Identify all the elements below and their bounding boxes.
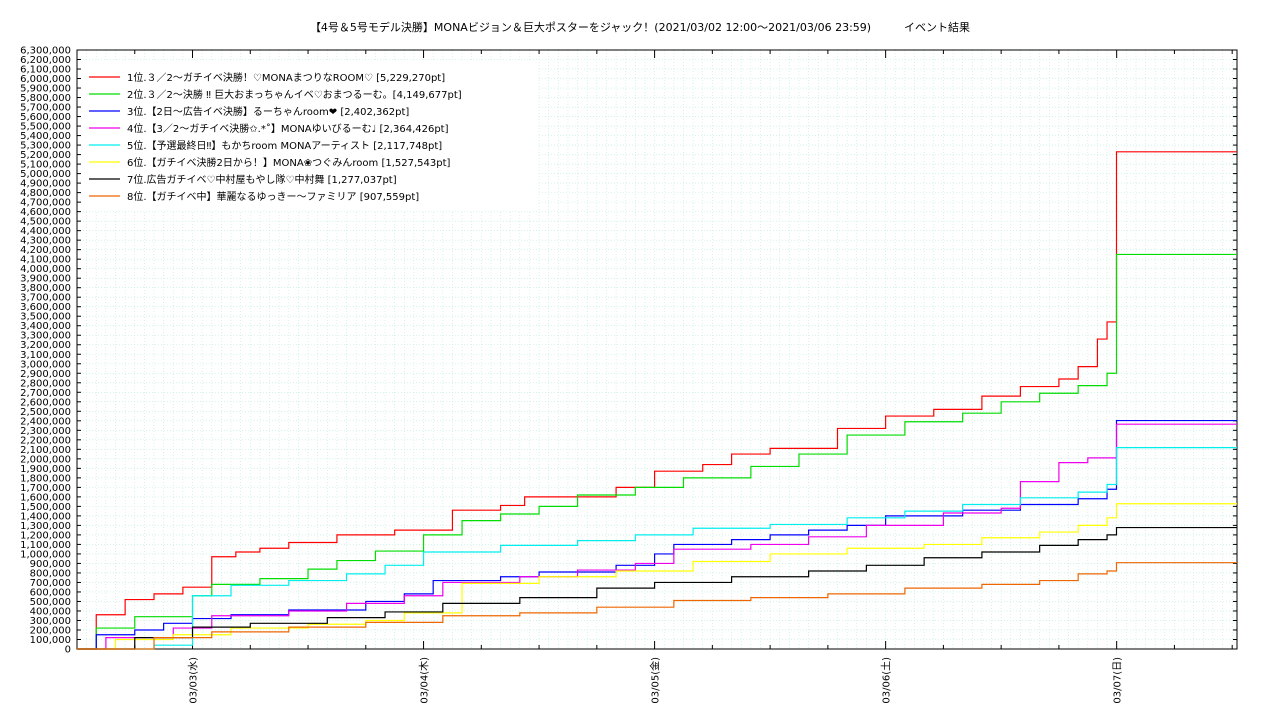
y-tick-label: 3,600,000 xyxy=(20,302,71,313)
series-line-2 xyxy=(77,253,1237,650)
y-tick-label: 4,100,000 xyxy=(20,255,71,266)
y-tick-label: 5,300,000 xyxy=(20,141,71,152)
y-tick-label: 300,000 xyxy=(30,616,71,627)
y-tick-label: 5,500,000 xyxy=(20,122,71,133)
y-tick-label: 2,500,000 xyxy=(20,407,71,418)
y-tick-label: 6,000,000 xyxy=(20,74,71,85)
y-tick-label: 5,700,000 xyxy=(20,103,71,114)
series-line-4 xyxy=(77,423,1237,650)
y-tick-label: 2,700,000 xyxy=(20,388,71,399)
y-tick-label: 2,800,000 xyxy=(20,378,71,389)
y-tick-label: 4,500,000 xyxy=(20,217,71,228)
y-tick-label: 800,000 xyxy=(30,568,71,579)
y-tick-label: 200,000 xyxy=(30,625,71,636)
y-tick-label: 6,100,000 xyxy=(20,65,71,76)
y-tick-label: 1,800,000 xyxy=(20,473,71,484)
x-tick-label: 03/06(土) xyxy=(880,657,893,704)
y-tick-label: 2,100,000 xyxy=(20,445,71,456)
y-tick-label: 4,600,000 xyxy=(20,207,71,218)
y-tick-label: 4,300,000 xyxy=(20,236,71,247)
y-tick-label: 6,200,000 xyxy=(20,55,71,66)
y-tick-label: 1,000,000 xyxy=(20,549,71,560)
y-tick-label: 2,200,000 xyxy=(20,435,71,446)
y-tick-label: 5,200,000 xyxy=(20,150,71,161)
series-line-1 xyxy=(77,151,1237,650)
legend-box xyxy=(82,60,537,210)
y-tick-label: 4,800,000 xyxy=(20,188,71,199)
y-tick-label: 3,800,000 xyxy=(20,283,71,294)
y-tick-label: 900,000 xyxy=(30,559,71,570)
y-tick-label: 1,400,000 xyxy=(20,511,71,522)
y-tick-label: 5,400,000 xyxy=(20,131,71,142)
y-tick-label: 500,000 xyxy=(30,597,71,608)
series-line-7 xyxy=(77,526,1237,650)
y-tick-label: 5,800,000 xyxy=(20,93,71,104)
y-tick-label: 400,000 xyxy=(30,606,71,617)
series-line-6 xyxy=(77,503,1237,650)
legend-label-1: 1位.３／2〜ガチイベ決勝！♡MONAまつりなROOM♡ [5,229,270p… xyxy=(127,71,445,84)
legend-label-7: 7位.広告ガチイベ♡中村屋もやし隊♡中村舞 [1,277,037pt] xyxy=(127,173,397,186)
y-tick-label: 4,700,000 xyxy=(20,198,71,209)
y-tick-label: 2,300,000 xyxy=(20,426,71,437)
y-tick-label: 1,700,000 xyxy=(20,483,71,494)
y-tick-label: 4,200,000 xyxy=(20,245,71,256)
y-tick-label: 2,600,000 xyxy=(20,397,71,408)
x-tick-label: 03/03(水) xyxy=(188,657,200,704)
legend-label-3: 3位.【2日〜広告イベ決勝】るーちゃんroom❤︎ [2,402,362pt] xyxy=(127,105,409,118)
y-tick-label: 3,500,000 xyxy=(20,312,71,323)
y-tick-label: 1,100,000 xyxy=(20,540,71,551)
y-tick-label: 3,700,000 xyxy=(20,293,71,304)
legend-label-5: 5位.【予選最終日‼︎】もかちroom MONAアーティスト [2,117,74… xyxy=(127,139,442,152)
y-tick-label: 2,000,000 xyxy=(20,454,71,465)
x-tick-label: 03/04(木) xyxy=(419,657,431,704)
y-tick-label: 3,200,000 xyxy=(20,340,71,351)
legend-label-6: 6位.【ガチイベ決勝2日から！】MONA❀つぐみんroom [1,527,543… xyxy=(127,156,451,169)
y-tick-label: 6,300,000 xyxy=(20,46,71,57)
legend-label-2: 2位.３／2〜決勝 ‼︎ 巨大おまっちゃんイベ♡おまつるーむ。[4,149,67… xyxy=(127,88,462,101)
plot-frame xyxy=(76,49,1238,650)
y-tick-label: 5,000,000 xyxy=(20,169,71,180)
series-line-8 xyxy=(77,562,1237,650)
y-tick-label: 5,900,000 xyxy=(20,84,71,95)
y-tick-label: 600,000 xyxy=(30,587,71,598)
y-tick-label: 4,000,000 xyxy=(20,264,71,275)
series-line-5 xyxy=(77,447,1237,650)
y-tick-label: 5,100,000 xyxy=(20,160,71,171)
y-tick-label: 700,000 xyxy=(30,578,71,589)
y-tick-label: 5,600,000 xyxy=(20,112,71,123)
y-tick-label: 1,300,000 xyxy=(20,521,71,532)
y-tick-label: 100,000 xyxy=(30,635,71,646)
y-tick-label: 3,300,000 xyxy=(20,331,71,342)
y-tick-label: 4,400,000 xyxy=(20,226,71,237)
y-tick-label: 2,900,000 xyxy=(20,369,71,380)
legend-label-4: 4位.【3／2〜ガチイベ決勝✩.*˚】MONAゆいびるーむ♩ [2,364,42… xyxy=(127,122,449,135)
y-tick-label: 3,400,000 xyxy=(20,321,71,332)
x-tick-label: 03/05(金) xyxy=(649,657,662,704)
chart-title: 【4号＆5号モデル決勝】MONAビジョン＆巨大ポスターをジャック！(2021/0… xyxy=(309,21,971,34)
y-tick-label: 2,400,000 xyxy=(20,416,71,427)
y-tick-label: 3,900,000 xyxy=(20,274,71,285)
y-tick-label: 3,100,000 xyxy=(20,350,71,361)
y-tick-label: 0 xyxy=(65,645,71,656)
y-tick-label: 1,500,000 xyxy=(20,502,71,513)
x-tick-label: 03/07(日) xyxy=(1113,657,1124,704)
y-tick-label: 1,900,000 xyxy=(20,464,71,475)
y-tick-label: 1,200,000 xyxy=(20,530,71,541)
legend-label-8: 8位.【ガチイベ中】華麗なるゆっきー〜ファミリア [907,559pt] xyxy=(127,190,419,203)
y-tick-label: 4,900,000 xyxy=(20,179,71,190)
y-tick-label: 3,000,000 xyxy=(20,359,71,370)
y-tick-label: 1,600,000 xyxy=(20,492,71,503)
